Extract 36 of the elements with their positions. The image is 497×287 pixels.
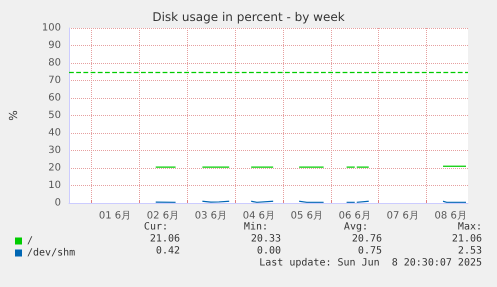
text: 0.75 <box>358 246 382 256</box>
text: Cur: <box>144 222 168 232</box>
text: 21.06 <box>452 234 482 244</box>
y-axis-title: % <box>7 110 20 121</box>
text: 2.53 <box>458 246 482 256</box>
x-tick-label: 02 6月 <box>146 210 180 222</box>
y-tick-label: 80 <box>48 58 61 68</box>
y-tick-label: 50 <box>48 110 61 121</box>
x-tick-label: 05 6月 <box>290 210 323 222</box>
x-tick-label: 06 6月 <box>338 210 371 222</box>
x-tick-label: 01 6月 <box>98 210 132 222</box>
y-tick-label: 0 <box>54 198 61 208</box>
text: 0.00 <box>256 246 282 256</box>
y-tick-label: 60 <box>48 92 61 104</box>
y-tick-label: 40 <box>48 128 61 138</box>
y-tick-label: 30 <box>48 145 61 156</box>
text: Avg: <box>344 222 368 232</box>
legend-label: /dev/shm <box>27 248 76 258</box>
legend-label: / <box>27 236 34 246</box>
y-tick-label: 100 <box>42 22 61 34</box>
x-tick-label: 04 6月 <box>242 210 275 222</box>
text: 0.42 <box>156 246 180 256</box>
text: Last update: Sun Jun 8 20:30:07 2025 <box>259 258 482 268</box>
y-tick-label: 70 <box>48 75 61 86</box>
text: 20.33 <box>250 234 282 244</box>
text: 20.76 <box>352 234 382 244</box>
x-tick-label: 08 6月 <box>434 210 467 222</box>
x-tick-label: 03 6月 <box>194 210 228 222</box>
text: Max: <box>458 222 482 232</box>
y-tick-label: 20 <box>48 162 61 174</box>
text: Min: <box>244 222 268 232</box>
y-tick-label: 90 <box>48 40 61 51</box>
y-tick-label: 10 <box>48 180 61 191</box>
chart-title: Disk usage in percent - by week <box>152 10 345 24</box>
x-tick-label: 07 6月 <box>386 210 419 222</box>
text: 21.06 <box>150 234 180 244</box>
